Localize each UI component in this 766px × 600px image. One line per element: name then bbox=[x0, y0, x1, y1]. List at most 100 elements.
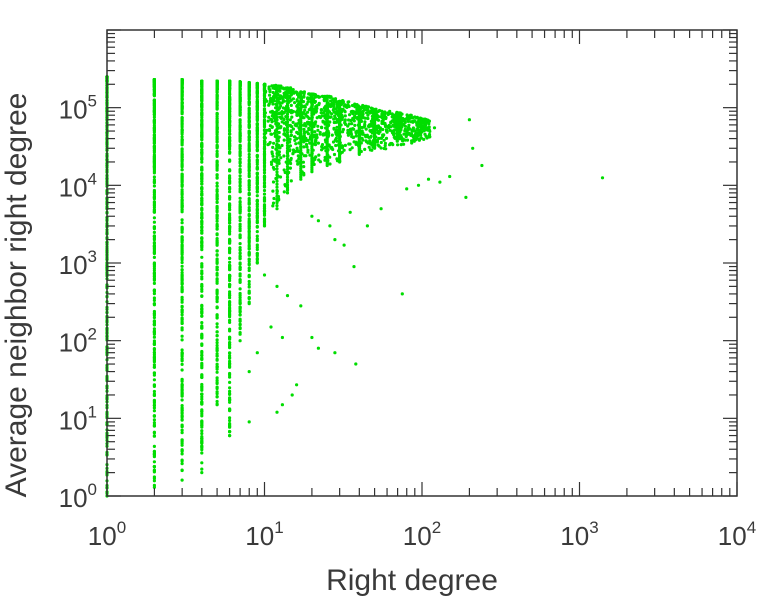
data-point bbox=[238, 274, 242, 278]
data-point bbox=[308, 141, 312, 145]
data-point bbox=[180, 458, 184, 462]
data-point bbox=[299, 157, 303, 162]
data-point bbox=[313, 110, 317, 114]
data-point bbox=[262, 220, 267, 224]
data-point bbox=[262, 185, 267, 189]
data-point bbox=[238, 267, 242, 272]
data-point bbox=[282, 121, 286, 125]
data-point bbox=[180, 308, 184, 312]
data-point bbox=[366, 116, 370, 121]
data-point bbox=[409, 132, 414, 136]
data-point bbox=[238, 180, 242, 184]
data-point bbox=[152, 241, 156, 245]
data-point bbox=[311, 160, 315, 164]
data-point bbox=[152, 320, 156, 324]
data-point bbox=[285, 149, 290, 153]
data-point bbox=[282, 154, 286, 158]
data-point bbox=[302, 111, 306, 115]
data-point bbox=[238, 235, 242, 239]
data-point bbox=[315, 135, 319, 140]
data-point bbox=[180, 82, 184, 86]
data-point bbox=[270, 162, 274, 166]
data-point bbox=[215, 149, 219, 153]
data-point bbox=[380, 121, 384, 125]
data-point bbox=[180, 348, 184, 352]
data-point bbox=[346, 133, 350, 137]
data-point bbox=[262, 153, 267, 157]
data-point bbox=[286, 99, 290, 103]
data-point bbox=[307, 92, 311, 96]
data-point bbox=[180, 462, 184, 466]
data-point bbox=[381, 133, 385, 137]
data-point bbox=[325, 94, 329, 98]
data-point bbox=[425, 119, 429, 123]
data-point bbox=[320, 94, 324, 98]
data-point bbox=[200, 373, 204, 377]
data-point bbox=[180, 112, 184, 116]
data-point bbox=[426, 177, 431, 181]
data-point bbox=[330, 133, 334, 137]
data-point bbox=[152, 93, 156, 97]
data-point bbox=[247, 257, 251, 261]
data-point bbox=[291, 127, 295, 131]
data-point bbox=[228, 121, 232, 125]
data-point bbox=[285, 167, 290, 171]
data-point bbox=[378, 126, 382, 130]
data-point bbox=[200, 179, 204, 183]
data-point bbox=[152, 169, 156, 173]
data-point bbox=[215, 152, 219, 156]
data-point bbox=[269, 325, 273, 329]
data-point bbox=[152, 414, 156, 418]
data-point bbox=[335, 105, 339, 110]
data-point bbox=[336, 143, 341, 147]
data-point bbox=[295, 146, 299, 150]
data-point bbox=[277, 150, 281, 154]
data-point bbox=[332, 120, 336, 125]
data-point bbox=[180, 141, 184, 146]
data-point bbox=[238, 255, 242, 259]
data-point bbox=[200, 102, 204, 106]
data-point bbox=[351, 127, 355, 131]
data-point bbox=[438, 180, 442, 184]
data-point bbox=[348, 210, 352, 214]
data-point bbox=[350, 103, 355, 108]
data-point bbox=[285, 112, 290, 116]
data-point bbox=[355, 111, 359, 115]
data-point bbox=[299, 160, 303, 164]
data-point bbox=[262, 213, 267, 217]
data-point bbox=[200, 402, 204, 406]
data-point bbox=[303, 105, 307, 109]
data-point bbox=[180, 468, 184, 472]
data-point bbox=[352, 265, 356, 269]
data-point bbox=[228, 207, 232, 211]
data-point bbox=[238, 296, 242, 300]
data-point bbox=[333, 114, 337, 118]
data-point bbox=[180, 288, 184, 292]
data-point bbox=[152, 479, 156, 483]
data-point bbox=[263, 136, 267, 140]
data-point bbox=[152, 133, 156, 137]
data-point bbox=[228, 230, 232, 234]
data-point bbox=[255, 216, 259, 220]
data-point bbox=[319, 125, 324, 129]
data-point bbox=[228, 434, 232, 438]
data-point bbox=[247, 282, 251, 286]
data-point bbox=[277, 153, 281, 157]
data-point bbox=[247, 420, 251, 424]
data-point bbox=[152, 485, 156, 489]
data-point bbox=[228, 283, 232, 287]
data-point bbox=[299, 120, 303, 124]
data-point bbox=[282, 138, 286, 142]
data-point bbox=[271, 204, 275, 208]
data-point bbox=[200, 79, 204, 83]
data-point bbox=[320, 114, 324, 118]
data-point bbox=[215, 200, 219, 204]
data-point bbox=[413, 132, 417, 137]
data-point bbox=[299, 90, 303, 94]
y-tick-label: 105 bbox=[59, 92, 97, 125]
data-point bbox=[307, 97, 311, 101]
data-point bbox=[271, 145, 275, 149]
data-point bbox=[305, 145, 309, 149]
data-point bbox=[152, 268, 156, 272]
data-point bbox=[238, 252, 242, 256]
